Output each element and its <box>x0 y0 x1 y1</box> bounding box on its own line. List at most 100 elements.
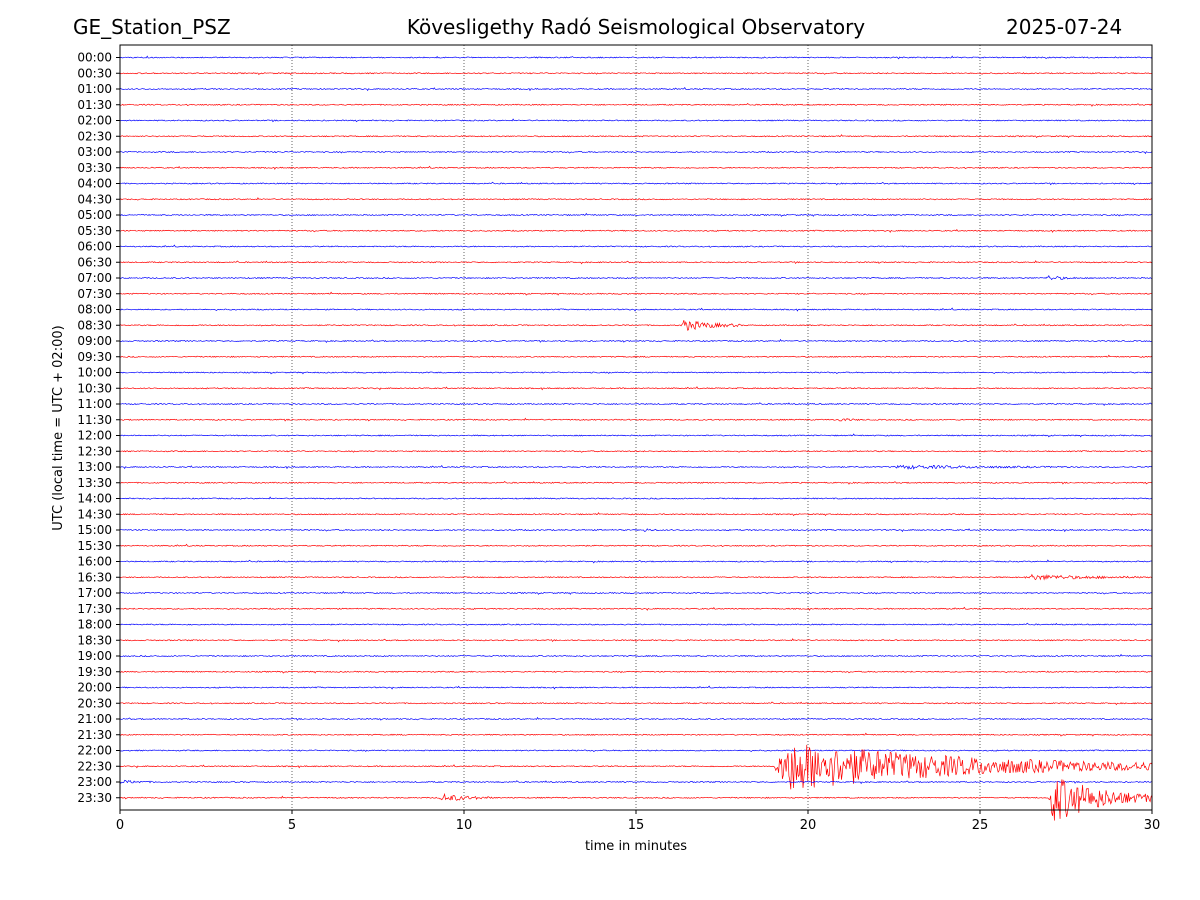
y-tick-label-05:30: 05:30 <box>77 224 112 238</box>
x-tick-label-20: 20 <box>800 818 817 833</box>
y-tick-label-20:30: 20:30 <box>77 696 112 710</box>
y-tick-label-13:30: 13:30 <box>77 476 112 490</box>
trace-07:30 <box>119 291 1153 296</box>
y-tick-label-06:30: 06:30 <box>77 255 112 269</box>
grid-layer <box>291 45 981 810</box>
y-tick-label-00:00: 00:00 <box>77 51 112 65</box>
y-tick-label-16:30: 16:30 <box>77 570 112 584</box>
y-tick-label-10:30: 10:30 <box>77 381 112 395</box>
trace-05:00 <box>119 212 1153 217</box>
trace-00:30 <box>119 72 1153 76</box>
chart-title: Kövesligethy Radó Seismological Observat… <box>406 15 866 39</box>
y-tick-label-18:30: 18:30 <box>77 633 112 647</box>
y-tick-label-14:00: 14:00 <box>77 492 112 506</box>
trace-13:30 <box>119 480 1153 485</box>
trace-11:00 <box>119 402 1153 407</box>
x-tick-label-30: 30 <box>1144 818 1161 833</box>
trace-21:00 <box>119 716 1153 721</box>
trace-22:00 <box>119 749 1153 753</box>
trace-19:30 <box>119 670 1152 674</box>
y-tick-label-23:00: 23:00 <box>77 775 112 789</box>
y-tick-label-07:00: 07:00 <box>77 271 112 285</box>
y-tick-label-00:30: 00:30 <box>77 66 112 80</box>
y-tick-label-16:00: 16:00 <box>77 555 112 569</box>
x-tick-layer: 0 5 10 15 20 25 30 <box>116 810 1160 833</box>
trace-20:30 <box>119 701 1153 706</box>
trace-18:30 <box>119 638 1153 643</box>
y-tick-label-11:00: 11:00 <box>77 397 112 411</box>
trace-18:00 <box>119 622 1153 626</box>
trace-10:00 <box>119 371 1153 375</box>
trace-23:30 <box>119 779 1153 821</box>
y-tick-label-19:30: 19:30 <box>77 665 112 679</box>
y-tick-label-06:00: 06:00 <box>77 240 112 254</box>
trace-03:30 <box>119 165 1153 170</box>
plot-frame <box>119 44 1153 811</box>
x-axis-label: time in minutes <box>585 839 687 854</box>
y-tick-label-02:30: 02:30 <box>77 129 112 143</box>
y-tick-label-09:30: 09:30 <box>77 350 112 364</box>
y-tick-label-12:00: 12:00 <box>77 429 112 443</box>
trace-21:30 <box>119 732 1153 737</box>
trace-15:00 <box>119 528 1153 533</box>
trace-11:30 <box>119 417 1153 422</box>
chart-date: 2025-07-24 <box>1006 15 1123 39</box>
y-tick-label-05:00: 05:00 <box>77 208 112 222</box>
trace-17:00 <box>119 590 1153 595</box>
y-tick-label-01:30: 01:30 <box>77 98 112 112</box>
trace-07:00 <box>119 274 1153 281</box>
trace-08:00 <box>119 307 1153 312</box>
y-tick-label-22:30: 22:30 <box>77 759 112 773</box>
x-tick-label-25: 25 <box>972 818 989 833</box>
y-tick-label-03:30: 03:30 <box>77 161 112 175</box>
trace-19:00 <box>119 653 1153 658</box>
y-tick-label-18:00: 18:00 <box>77 618 112 632</box>
trace-06:30 <box>119 260 1153 265</box>
y-tick-label-02:00: 02:00 <box>77 114 112 128</box>
x-tick-label-0: 0 <box>116 818 124 833</box>
y-tick-label-11:30: 11:30 <box>77 413 112 427</box>
trace-10:30 <box>119 386 1153 391</box>
y-tick-label-21:00: 21:00 <box>77 712 112 726</box>
trace-06:00 <box>119 244 1153 248</box>
y-tick-label-20:00: 20:00 <box>77 681 112 695</box>
y-tick-label-19:00: 19:00 <box>77 649 112 663</box>
trace-01:00 <box>119 86 1153 92</box>
trace-09:00 <box>119 338 1153 344</box>
y-tick-label-08:30: 08:30 <box>77 318 112 332</box>
y-tick-label-23:30: 23:30 <box>77 791 112 805</box>
trace-layer <box>119 55 1153 821</box>
trace-16:30 <box>119 573 1153 581</box>
trace-00:00 <box>119 55 1153 60</box>
trace-02:00 <box>119 118 1153 123</box>
y-tick-label-01:00: 01:00 <box>77 82 112 96</box>
y-tick-label-07:30: 07:30 <box>77 287 112 301</box>
trace-09:30 <box>119 354 1153 358</box>
y-tick-label-04:30: 04:30 <box>77 192 112 206</box>
trace-12:30 <box>119 450 1153 453</box>
trace-15:30 <box>119 543 1153 548</box>
trace-23:00 <box>119 779 1153 785</box>
y-tick-label-22:00: 22:00 <box>77 744 112 758</box>
y-tick-label-12:30: 12:30 <box>77 444 112 458</box>
y-tick-label-17:00: 17:00 <box>77 586 112 600</box>
y-tick-label-21:30: 21:30 <box>77 728 112 742</box>
station-title: GE_Station_PSZ <box>73 15 231 39</box>
trace-17:30 <box>119 606 1153 611</box>
trace-22:30 <box>119 744 1153 790</box>
trace-04:30 <box>119 197 1153 201</box>
trace-12:00 <box>119 433 1153 438</box>
trace-14:30 <box>119 512 1153 517</box>
y-tick-label-08:00: 08:00 <box>77 303 112 317</box>
trace-14:00 <box>119 496 1153 500</box>
trace-01:30 <box>119 102 1153 107</box>
trace-02:30 <box>119 134 1153 139</box>
y-axis-label: UTC (local time = UTC + 02:00) <box>51 325 66 530</box>
y-tick-label-04:00: 04:00 <box>77 177 112 191</box>
trace-08:30 <box>119 320 1153 331</box>
x-tick-label-15: 15 <box>628 818 645 833</box>
y-tick-label-14:30: 14:30 <box>77 507 112 521</box>
y-tick-label-15:00: 15:00 <box>77 523 112 537</box>
y-tick-label-09:00: 09:00 <box>77 334 112 348</box>
